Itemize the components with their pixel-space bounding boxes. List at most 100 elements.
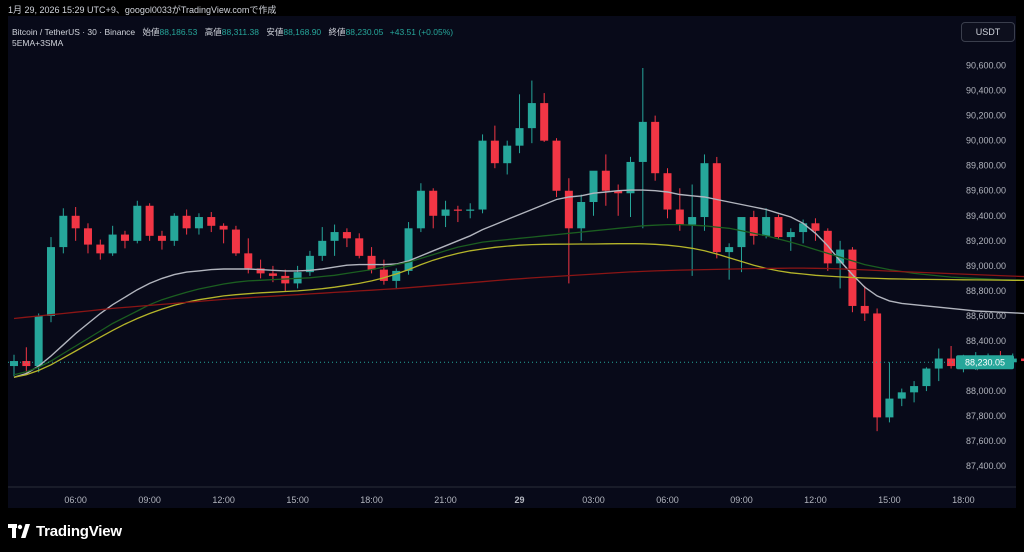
candle-body [71, 215, 80, 229]
candle-body [342, 232, 351, 239]
candle-body [725, 247, 734, 253]
candle-body [305, 255, 314, 273]
candle-body [515, 128, 524, 146]
candle-body [774, 217, 783, 238]
y-tick-label: 87,800.00 [966, 411, 1006, 421]
candle-body [157, 235, 166, 241]
candle-body [83, 228, 92, 245]
candle-body [59, 215, 68, 248]
candle-body [120, 234, 129, 241]
y-tick-label: 89,200.00 [966, 236, 1006, 246]
candle-body [564, 190, 573, 229]
x-tick-label: 09:00 [138, 495, 161, 505]
candle-body [416, 190, 425, 229]
legend-close-value: 88,230.05 [345, 27, 384, 37]
x-tick-label: 09:00 [730, 495, 753, 505]
study-label[interactable]: 5EMA+3SMA [12, 38, 64, 48]
moving-average-line [13, 189, 1024, 378]
y-tick-label: 89,600.00 [966, 186, 1006, 196]
candle-body [799, 223, 808, 233]
candle-body [786, 232, 795, 238]
candle-body [170, 215, 179, 241]
candle-body [897, 392, 906, 399]
candle-body [367, 255, 376, 270]
candle-body [478, 140, 487, 210]
candle-body [231, 229, 240, 254]
candle-body [466, 209, 475, 211]
candle-body [145, 205, 154, 236]
candle-body [108, 234, 117, 254]
candle-body [688, 217, 697, 225]
candle-body [638, 121, 647, 162]
candle-body [811, 223, 820, 231]
candle-body [133, 205, 142, 241]
y-tick-label: 90,200.00 [966, 111, 1006, 121]
x-tick-label: 12:00 [804, 495, 827, 505]
candle-body [873, 313, 882, 418]
currency-button[interactable]: USDT [961, 22, 1015, 42]
candle-body [922, 368, 931, 387]
brand-name: TradingView [36, 522, 122, 540]
legend-change: +43.51 (+0.05%) [389, 27, 454, 37]
caption-text: 1月 29, 2026 15:29 UTC+9、googol0033がTradi… [8, 5, 277, 15]
tradingview-brand[interactable]: TradingView [8, 521, 122, 541]
candle-body [503, 145, 512, 164]
x-tick-label: 29 [515, 495, 525, 505]
candle-body [589, 170, 598, 203]
y-tick-label: 88,400.00 [966, 336, 1006, 346]
candle-body [934, 358, 943, 369]
candle-body [244, 253, 253, 269]
candle-body [256, 268, 265, 274]
candle-body [330, 232, 339, 241]
x-tick-label: 06:00 [656, 495, 679, 505]
candle-body [46, 247, 55, 316]
candle-body [392, 270, 401, 281]
chart-frame[interactable] [8, 16, 1016, 508]
symbol-legend: Bitcoin / TetherUS · 30 · Binance 始値88,1… [12, 26, 453, 38]
x-tick-label: 18:00 [952, 495, 975, 505]
candle-body [441, 209, 450, 216]
caption-bar: 1月 29, 2026 15:29 UTC+9、googol0033がTradi… [0, 0, 1024, 16]
legend-open-label: 始値 [142, 27, 160, 37]
candle-body [268, 273, 277, 276]
candle-body [614, 190, 623, 194]
y-tick-label: 89,400.00 [966, 211, 1006, 221]
legend-symbol: Bitcoin / TetherUS · 30 · Binance [12, 27, 136, 37]
moving-average-line [13, 242, 1024, 378]
candle-body [540, 103, 549, 141]
candle-body [10, 361, 18, 367]
candle-body [527, 103, 536, 129]
x-tick-label: 03:00 [582, 495, 605, 505]
last-price-tag [956, 355, 1014, 370]
x-tick-label: 21:00 [434, 495, 457, 505]
candle-body [318, 240, 327, 256]
legend-close-label: 終値 [328, 27, 346, 37]
y-tick-label: 90,400.00 [966, 86, 1006, 96]
candle-body [404, 228, 413, 271]
candle-body [429, 190, 438, 216]
y-tick-label: 90,600.00 [966, 61, 1006, 71]
candle-body [22, 361, 31, 367]
y-tick-label: 89,000.00 [966, 261, 1006, 271]
legend-open-value: 88,186.53 [159, 27, 198, 37]
candle-body [219, 225, 228, 230]
x-tick-label: 18:00 [360, 495, 383, 505]
y-tick-label: 87,400.00 [966, 461, 1006, 471]
tradingview-logo-icon [8, 524, 30, 538]
legend-high-label: 高値 [204, 27, 222, 37]
moving-average-line [13, 223, 1024, 376]
y-tick-label: 87,600.00 [966, 436, 1006, 446]
y-tick-label: 88,800.00 [966, 286, 1006, 296]
y-tick-label: 90,000.00 [966, 136, 1006, 146]
candle-body [194, 217, 203, 229]
candle-body [490, 140, 499, 164]
y-tick-label: 88,600.00 [966, 311, 1006, 321]
candle-body [379, 269, 388, 281]
candle-body [182, 215, 191, 229]
legend-high-value: 88,311.38 [221, 27, 259, 37]
legend-low-value: 88,168.90 [283, 27, 322, 37]
candle-body [552, 140, 561, 191]
candle-body [34, 315, 43, 367]
candle-body [577, 202, 586, 229]
